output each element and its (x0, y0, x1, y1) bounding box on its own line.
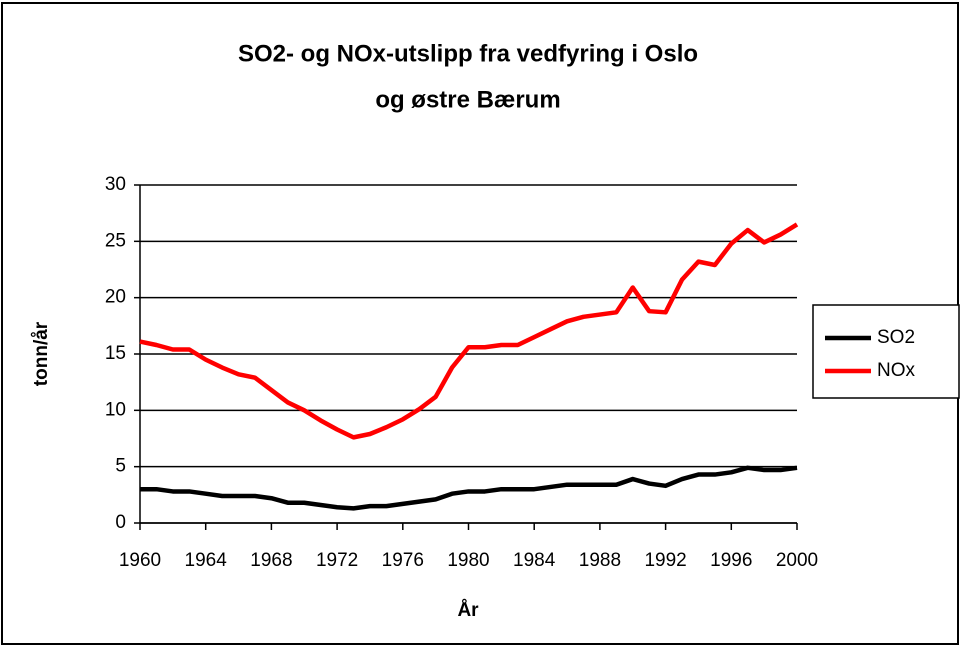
x-tick-label: 1976 (382, 550, 424, 571)
y-tick-label: 5 (115, 456, 126, 477)
x-tick-label: 1992 (644, 550, 686, 571)
y-tick-label: 30 (105, 174, 126, 195)
chart-title: SO2- og NOx-utslipp fra vedfyring i Oslo (238, 40, 698, 67)
x-tick-label: 1968 (250, 550, 292, 571)
y-tick-label: 15 (105, 343, 126, 364)
y-tick-label: 20 (105, 287, 126, 308)
y-tick-label: 10 (105, 399, 126, 420)
x-tick-label: 1996 (710, 550, 752, 571)
line-series (139, 222, 799, 440)
x-tick-label: 1988 (579, 550, 621, 571)
x-tick-label: 1972 (316, 550, 358, 571)
legend-label: SO2 (877, 327, 915, 348)
legend-label: NOx (877, 360, 916, 381)
x-tick-label: 1960 (119, 550, 161, 571)
chart-title: og østre Bærum (375, 86, 560, 113)
line-series (140, 465, 798, 511)
x-tick-label: 2000 (776, 550, 818, 571)
x-tick-label: 1984 (513, 550, 556, 571)
x-tick-label: 1980 (447, 550, 489, 571)
legend-box (812, 304, 960, 399)
y-tick-label: 25 (105, 230, 126, 251)
y-tick-label: 0 (115, 512, 126, 533)
y-axis-label: tonn/år (31, 321, 52, 386)
x-tick-label: 1964 (185, 550, 228, 571)
x-axis-label: År (457, 600, 479, 621)
